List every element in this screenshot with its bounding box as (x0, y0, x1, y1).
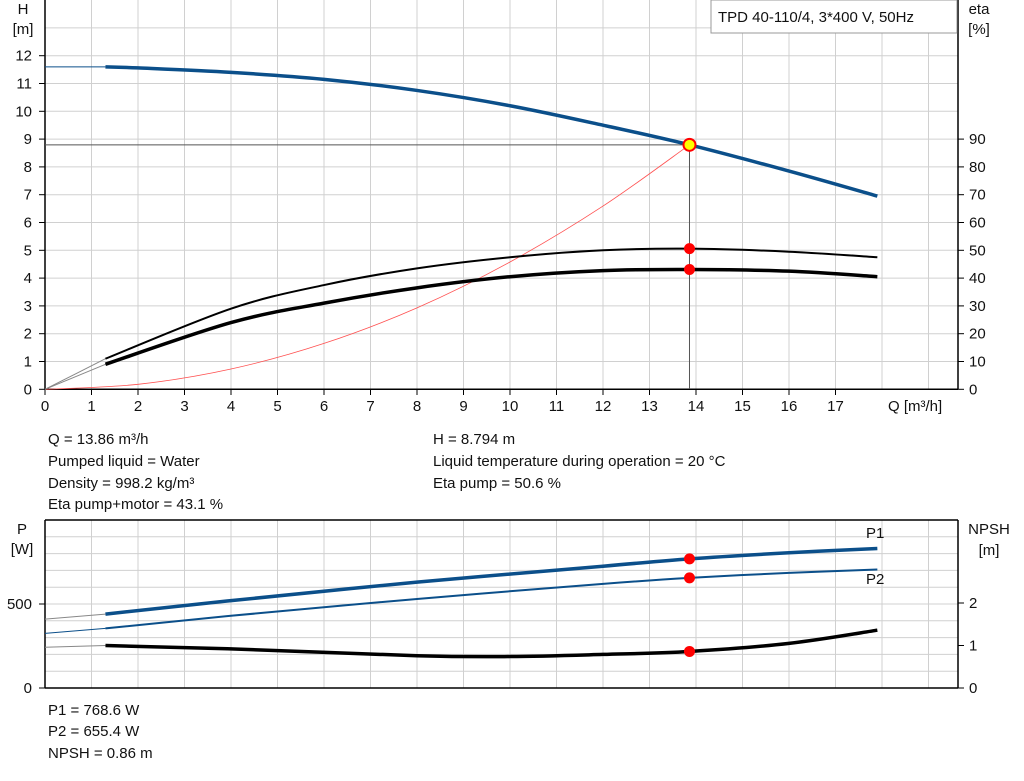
p1-label: P1 (866, 525, 884, 542)
npsh-duty-point (683, 645, 695, 657)
p1-curve (105, 546, 878, 616)
info-h: H = 8.794 m (433, 431, 516, 448)
y2-tick-label: 10 (969, 354, 986, 371)
y2-tick-label: 50 (969, 242, 986, 259)
y-axis-label: H (18, 1, 29, 18)
duty-point (682, 137, 697, 152)
info-density: Density = 998.2 kg/m³ (48, 475, 195, 492)
p2-extension (44, 627, 106, 634)
npsh-axis-unit: [m] (979, 542, 1000, 559)
y-tick-label: 12 (15, 48, 32, 65)
y-tick-label: 9 (24, 131, 32, 148)
x-tick-label: 17 (827, 398, 844, 415)
y2-tick-label: 30 (969, 298, 986, 315)
y-tick-label: 2 (24, 326, 32, 343)
p-axis-label: P (17, 521, 27, 538)
p2-label: P2 (866, 571, 884, 588)
y2-tick-label: 80 (969, 159, 986, 176)
y2-tick-label: 70 (969, 187, 986, 204)
head-curve (105, 65, 878, 198)
x-tick-label: 3 (180, 398, 188, 415)
y2-tick-label: 90 (969, 131, 986, 148)
y-tick-label: 6 (24, 215, 32, 232)
y2-tick-label: 0 (969, 680, 977, 697)
y-axis-unit: [m] (13, 21, 34, 38)
eta-pump-curve (105, 247, 878, 360)
info-npsh: NPSH = 0.86 m (48, 745, 153, 762)
npsh-curve (105, 628, 878, 659)
y-tick-label: 5 (24, 242, 32, 259)
x-tick-label: 15 (734, 398, 751, 415)
y-tick-label: 1 (24, 354, 32, 371)
y2-tick-label: 40 (969, 270, 986, 287)
eta-pump-motor-curve (104, 267, 878, 366)
x-tick-label: 2 (134, 398, 142, 415)
y-tick-label: 500 (7, 596, 32, 613)
x-tick-label: 11 (549, 398, 565, 415)
x-tick-label: 5 (273, 398, 281, 415)
x-tick-label: 9 (459, 398, 467, 415)
system-curve (44, 144, 690, 390)
eta-pump-motor-duty-point (683, 263, 695, 275)
x-tick-label: 6 (320, 398, 328, 415)
x-tick-label: 4 (227, 398, 235, 415)
y2-tick-label: 20 (969, 326, 986, 343)
p-axis-unit: [W] (11, 541, 34, 558)
pump-title: TPD 40-110/4, 3*400 V, 50Hz (718, 9, 914, 26)
y2-tick-label: 1 (969, 638, 977, 655)
y-tick-label: 4 (24, 270, 32, 287)
x-tick-label: 12 (595, 398, 612, 415)
y2-tick-label: 2 (969, 595, 977, 612)
x-tick-label: 16 (781, 398, 798, 415)
x-tick-label: 7 (366, 398, 374, 415)
eta-pump-extension (44, 358, 106, 390)
title-box (710, 0, 958, 34)
y2-axis-label: eta (969, 1, 991, 18)
info-q: Q = 13.86 m³/h (48, 431, 149, 448)
x-tick-label: 1 (87, 398, 95, 415)
y-tick-label: 8 (24, 159, 32, 176)
info-p1: P1 = 768.6 W (48, 702, 140, 719)
info-liquid: Pumped liquid = Water (48, 453, 200, 470)
npsh-axis-label: NPSH (968, 521, 1010, 538)
y2-axis-unit: [%] (968, 21, 990, 38)
y-tick-label: 7 (24, 187, 32, 204)
y2-tick-label: 60 (969, 215, 986, 232)
y2-tick-label: 0 (969, 381, 977, 398)
info-eta-pump-motor: Eta pump+motor = 43.1 % (48, 496, 224, 513)
x-tick-label: 8 (413, 398, 421, 415)
p2-curve (105, 568, 878, 630)
y-tick-label: 11 (16, 76, 32, 93)
info-eta-pump: Eta pump = 50.6 % (433, 475, 561, 492)
x-tick-label: 10 (502, 398, 519, 415)
info-p2: P2 = 655.4 W (48, 723, 140, 740)
p2-duty-point (683, 572, 695, 584)
y-tick-label: 0 (24, 680, 32, 697)
x-tick-label: 14 (688, 398, 705, 415)
y-tick-label: 0 (24, 381, 32, 398)
npsh-extension (44, 645, 106, 648)
p1-extension (44, 613, 106, 620)
eta-pump-duty-point (683, 243, 695, 255)
x-axis-label: Q [m³/h] (888, 398, 942, 415)
info-temperature: Liquid temperature during operation = 20… (433, 453, 726, 470)
x-tick-label: 0 (41, 398, 49, 415)
p1-duty-point (683, 553, 695, 565)
y-tick-label: 10 (15, 103, 32, 120)
x-tick-label: 13 (641, 398, 658, 415)
y-tick-label: 3 (24, 298, 32, 315)
eta-pump-motor-extension (44, 363, 106, 390)
